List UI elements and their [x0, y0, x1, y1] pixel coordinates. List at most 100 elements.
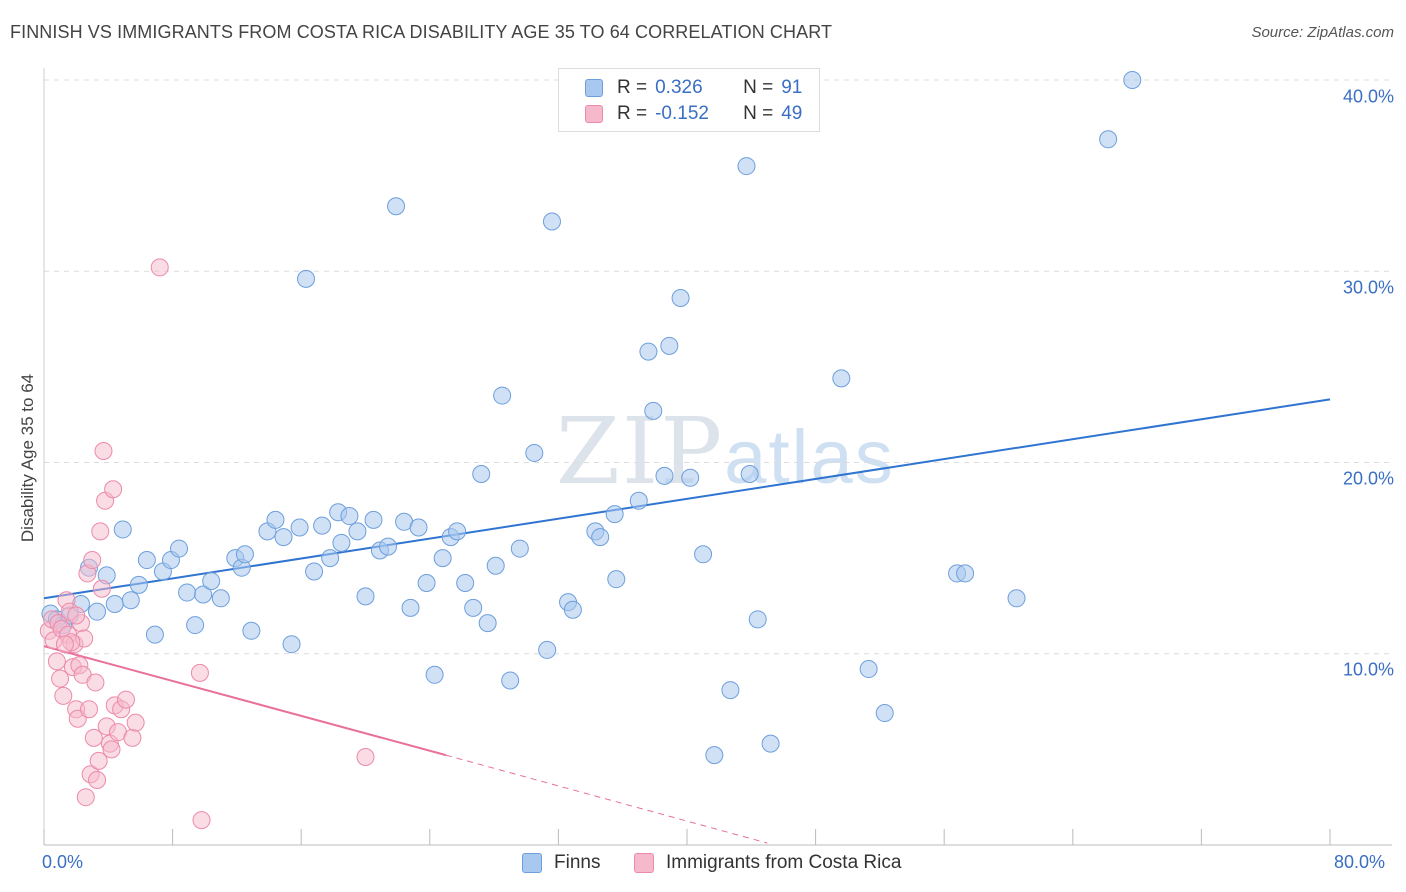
costa-rica-point [150, 258, 169, 277]
finns-point [464, 598, 483, 617]
trend-lines [43, 398, 1331, 844]
legend-row-finns: R = 0.326 N = 91 [585, 76, 802, 100]
costa-rica-point [94, 442, 113, 461]
watermark-zip: ZIP [556, 398, 725, 505]
finns-point [456, 573, 475, 592]
finns-point [313, 516, 332, 535]
finns-point [340, 507, 359, 526]
finns-point [875, 704, 894, 723]
legend-item-costa-rica[interactable]: Immigrants from Costa Rica [634, 852, 901, 874]
finns-point [832, 369, 851, 388]
legend-row-costa-rica: R = -0.152 N = 49 [585, 102, 802, 126]
r-label: R = [617, 103, 648, 124]
finns-point [121, 591, 140, 610]
costa-rica-trend-line [43, 645, 447, 757]
finns-point [211, 589, 230, 608]
costa-rica-legend-label: Immigrants from Costa Rica [666, 852, 902, 873]
chart-title: FINNISH VS IMMIGRANTS FROM COSTA RICA DI… [10, 22, 833, 42]
costa-rica-point [192, 811, 211, 830]
watermark-atlas: atlas [724, 415, 895, 500]
finns-point [525, 443, 544, 462]
finns-point [1123, 71, 1142, 89]
finns-point [282, 635, 301, 654]
finns-point [145, 625, 164, 644]
finns-point [348, 522, 367, 541]
costa-rica-point [80, 700, 99, 719]
finns-point [194, 585, 213, 604]
costa-rica-n-value: 49 [781, 103, 803, 124]
finns-point [266, 510, 285, 529]
finns-point [1099, 130, 1118, 149]
r-label: R = [617, 77, 648, 98]
costa-rica-point [76, 788, 95, 807]
costa-rica-point [126, 713, 145, 732]
finns-point [542, 212, 561, 231]
costa-rica-swatch [585, 105, 603, 123]
finns-point [170, 539, 189, 558]
costa-rica-point [190, 663, 209, 682]
costa-rica-point [83, 551, 102, 570]
finns-point [591, 528, 610, 547]
finns-point [761, 734, 780, 753]
y-axis-label: Disability Age 35 to 64 [18, 373, 37, 543]
finns-point [1007, 589, 1026, 608]
finns-point [859, 660, 878, 679]
finns-point [605, 505, 624, 524]
finns-point [202, 572, 221, 591]
finns-point [186, 616, 205, 635]
costa-rica-point [91, 522, 110, 541]
costa-rica-point [84, 728, 103, 747]
y-tick-label-20: 20.0% [1342, 468, 1394, 489]
costa-rica-point [54, 686, 73, 705]
stats-legend: R = 0.326 N = 91 R = -0.152 N = 49 [558, 68, 820, 132]
source-label: Source: ZipAtlas.com [1251, 24, 1394, 41]
finns-point [178, 583, 197, 602]
finns-point [694, 545, 713, 564]
finns-point [478, 614, 497, 633]
finns-n-value: 91 [781, 77, 803, 98]
finns-point [88, 602, 107, 621]
finns-point [737, 157, 756, 176]
finns-point [274, 528, 293, 547]
series-legend: Finns Immigrants from Costa Rica [0, 852, 1406, 878]
finns-point [379, 537, 398, 556]
finns-point [538, 640, 557, 659]
finns-point [493, 386, 512, 405]
finns-point [387, 197, 406, 216]
costa-rica-legend-swatch [634, 853, 654, 873]
watermark: ZIPatlas [556, 398, 895, 505]
n-label: N = [743, 103, 774, 124]
finns-point [242, 621, 261, 640]
finns-point [297, 269, 316, 288]
finns-point [417, 573, 436, 592]
finns-point [409, 518, 428, 537]
finns-point [113, 520, 132, 539]
costa-rica-point [55, 635, 74, 654]
costa-rica-point [102, 740, 121, 759]
axes [43, 68, 1392, 846]
finns-point [129, 575, 148, 594]
finns-point [472, 464, 491, 483]
finns-point [305, 562, 324, 581]
costa-rica-point [67, 606, 86, 625]
finns-point [137, 551, 156, 570]
finns-point [290, 518, 309, 537]
costa-rica-trend-extension [445, 754, 768, 844]
finns-point [644, 401, 663, 420]
finns-point [448, 522, 467, 541]
costa-rica-point [123, 728, 142, 747]
costa-rica-point [86, 673, 105, 692]
finns-point [364, 510, 383, 529]
finns-point [721, 681, 740, 700]
costa-rica-point [92, 579, 111, 598]
finns-point [629, 491, 648, 510]
finns-point [748, 610, 767, 629]
finns-point [105, 595, 124, 614]
y-tick-label-40: 40.0% [1342, 86, 1394, 107]
finns-point [486, 556, 505, 575]
costa-rica-point [51, 669, 70, 688]
finns-trend-line [43, 398, 1331, 600]
y-tick-label-30: 30.0% [1342, 277, 1394, 298]
finns-legend-label: Finns [554, 852, 601, 873]
legend-item-finns[interactable]: Finns [522, 852, 600, 874]
